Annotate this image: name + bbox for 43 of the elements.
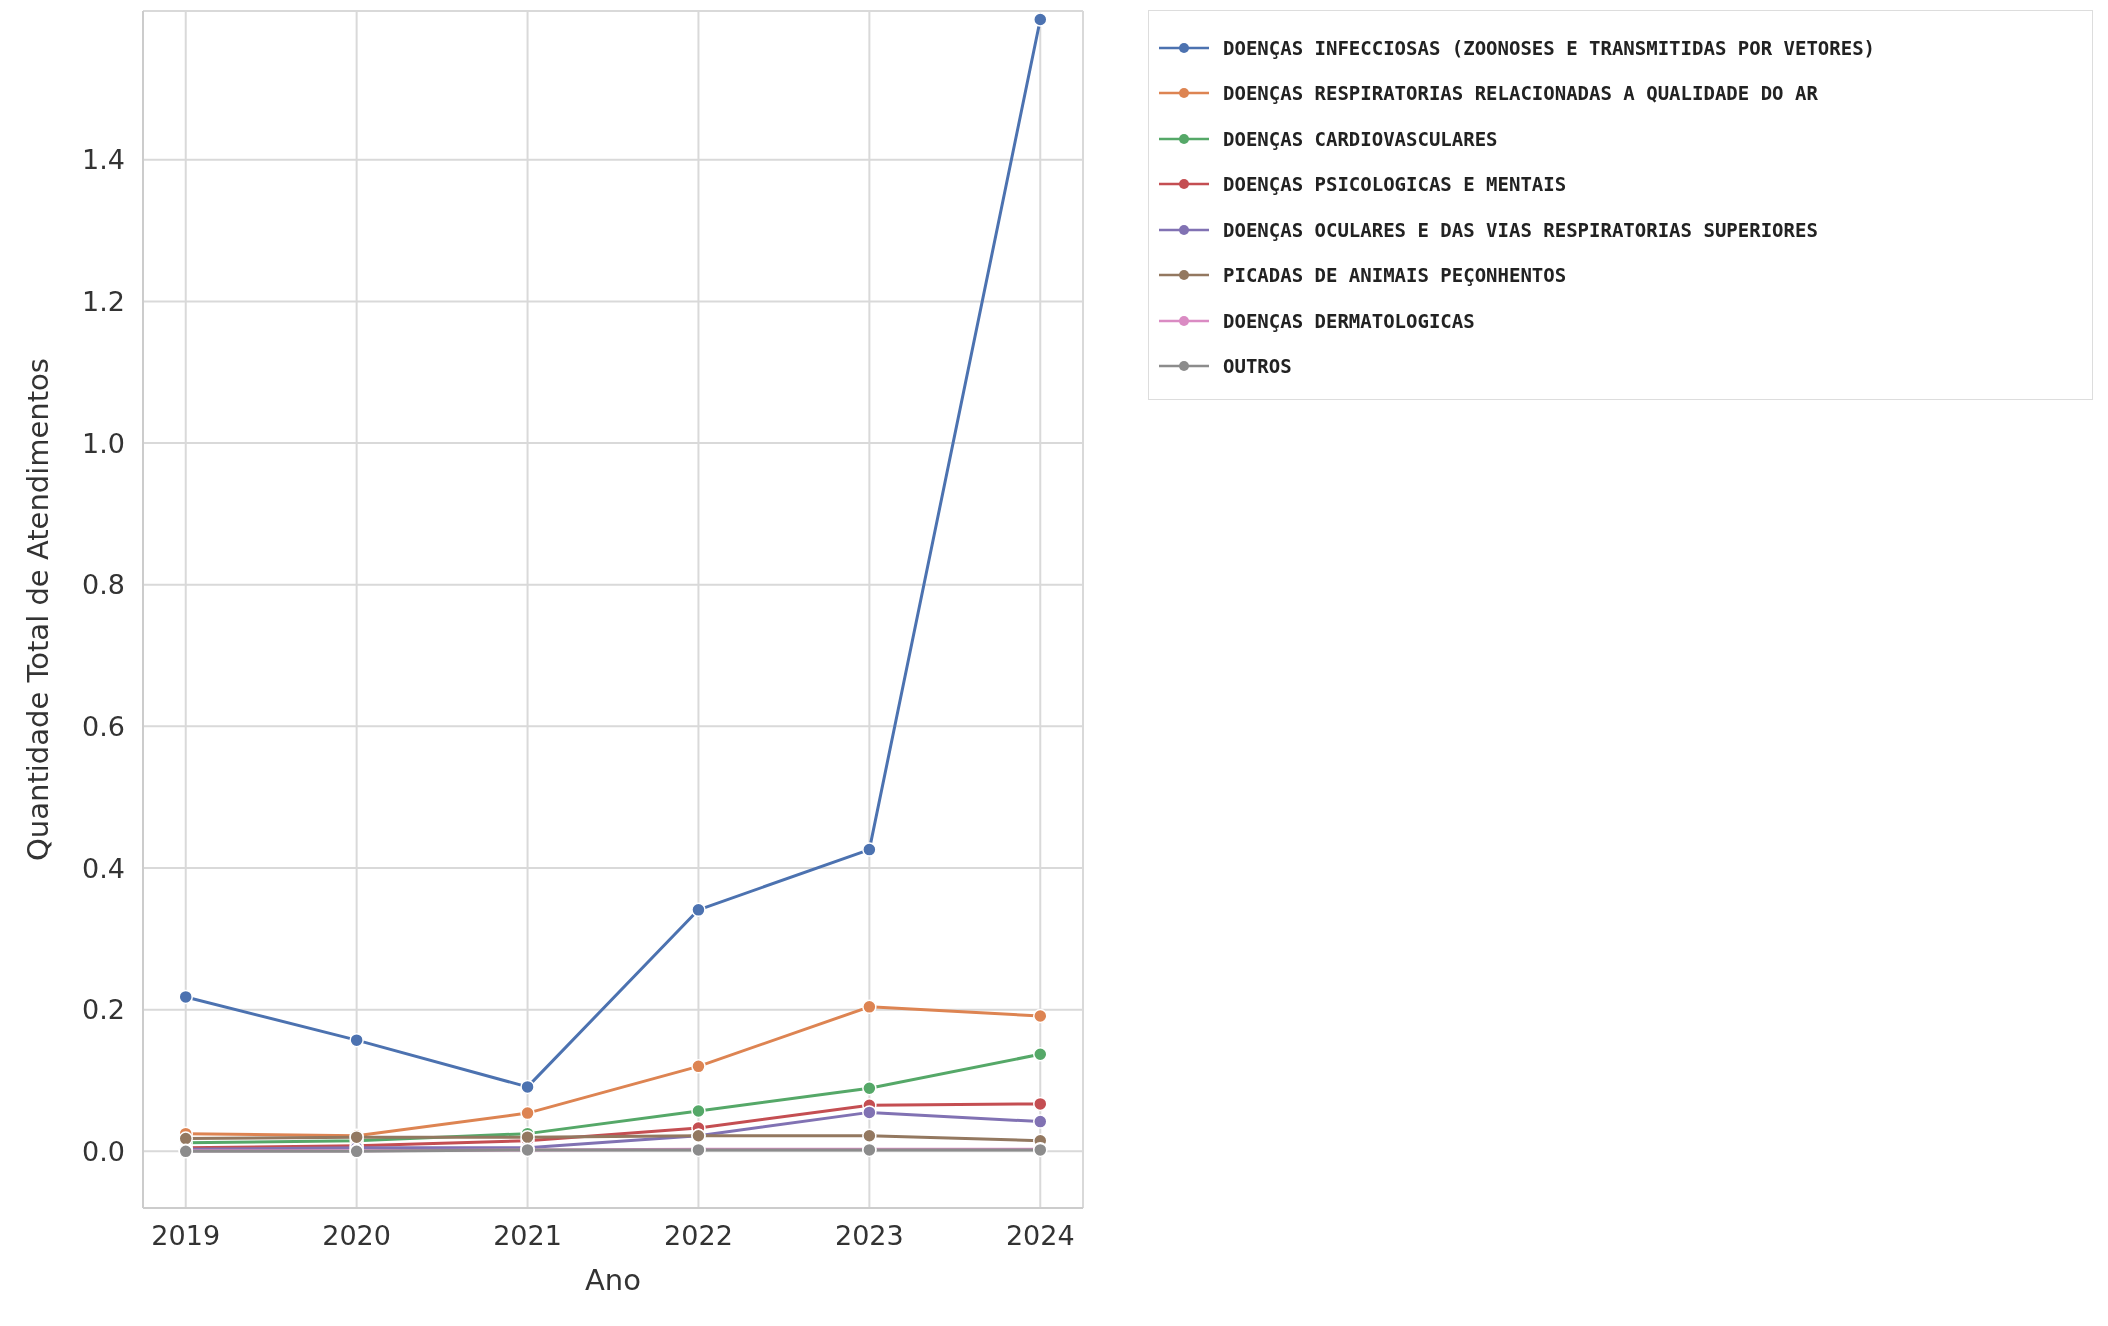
point: [862, 1128, 877, 1144]
legend-label: DOENÇAS RESPIRATORIAS RELACIONADAS A QUALIDADE DO AR: [1223, 82, 1818, 105]
x-tick-label: 2020: [322, 1220, 391, 1252]
point: [178, 1131, 193, 1146]
point: [1033, 12, 1048, 27]
y-axis-title: Quantidade Total de Atendimentos: [21, 358, 56, 861]
legend-label: DOENÇAS CARDIOVASCULARES: [1223, 127, 1498, 150]
point: [520, 1129, 535, 1145]
point: [178, 989, 193, 1005]
y-tick-label: 0.0: [82, 1135, 125, 1167]
point: [691, 1103, 706, 1119]
point: [1033, 1114, 1048, 1129]
legend-label: DOENÇAS PSICOLOGICAS E MENTAIS: [1223, 173, 1567, 196]
legend-label: OUTROS: [1223, 355, 1292, 378]
legend-label: DOENÇAS DERMATOLOGICAS: [1223, 309, 1475, 332]
y-tick-label: 0.8: [82, 569, 125, 601]
point: [862, 842, 877, 857]
x-tick-label: 2024: [1005, 1220, 1075, 1252]
x-tick-label: 2019: [151, 1220, 221, 1252]
point: [520, 1105, 535, 1121]
x-tick-label: 2022: [664, 1220, 733, 1252]
point: [520, 1079, 535, 1095]
y-tick-label: 1.0: [82, 427, 125, 459]
point: [691, 1059, 706, 1074]
point: [862, 1081, 877, 1096]
legend-label: PICADAS DE ANIMAIS PEÇONHENTOS: [1223, 264, 1567, 287]
legend-label: DOENÇAS INFECCIOSAS (ZOONOSES E TRANSMITIDAS POR VETORES): [1223, 36, 1876, 59]
y-tick-label: 0.2: [82, 994, 125, 1026]
point: [691, 902, 706, 918]
x-tick-label: 2021: [493, 1220, 562, 1252]
point: [862, 1105, 877, 1120]
point: [862, 999, 877, 1015]
y-tick-label: 1.2: [82, 285, 125, 317]
point: [1033, 1047, 1048, 1062]
point: [1033, 1008, 1048, 1024]
point: [1033, 1096, 1048, 1112]
y-tick-label: 0.6: [82, 710, 125, 742]
point: [349, 1032, 364, 1048]
y-tick-label: 0.4: [82, 852, 125, 884]
x-axis-title: Ano: [585, 1263, 641, 1297]
x-tick-label: 2023: [835, 1220, 904, 1252]
y-tick-label: 1.4: [82, 144, 125, 176]
legend-label: DOENÇAS OCULARES E DAS VIAS RESPIRATORIAS SUPERIORES: [1223, 218, 1818, 241]
